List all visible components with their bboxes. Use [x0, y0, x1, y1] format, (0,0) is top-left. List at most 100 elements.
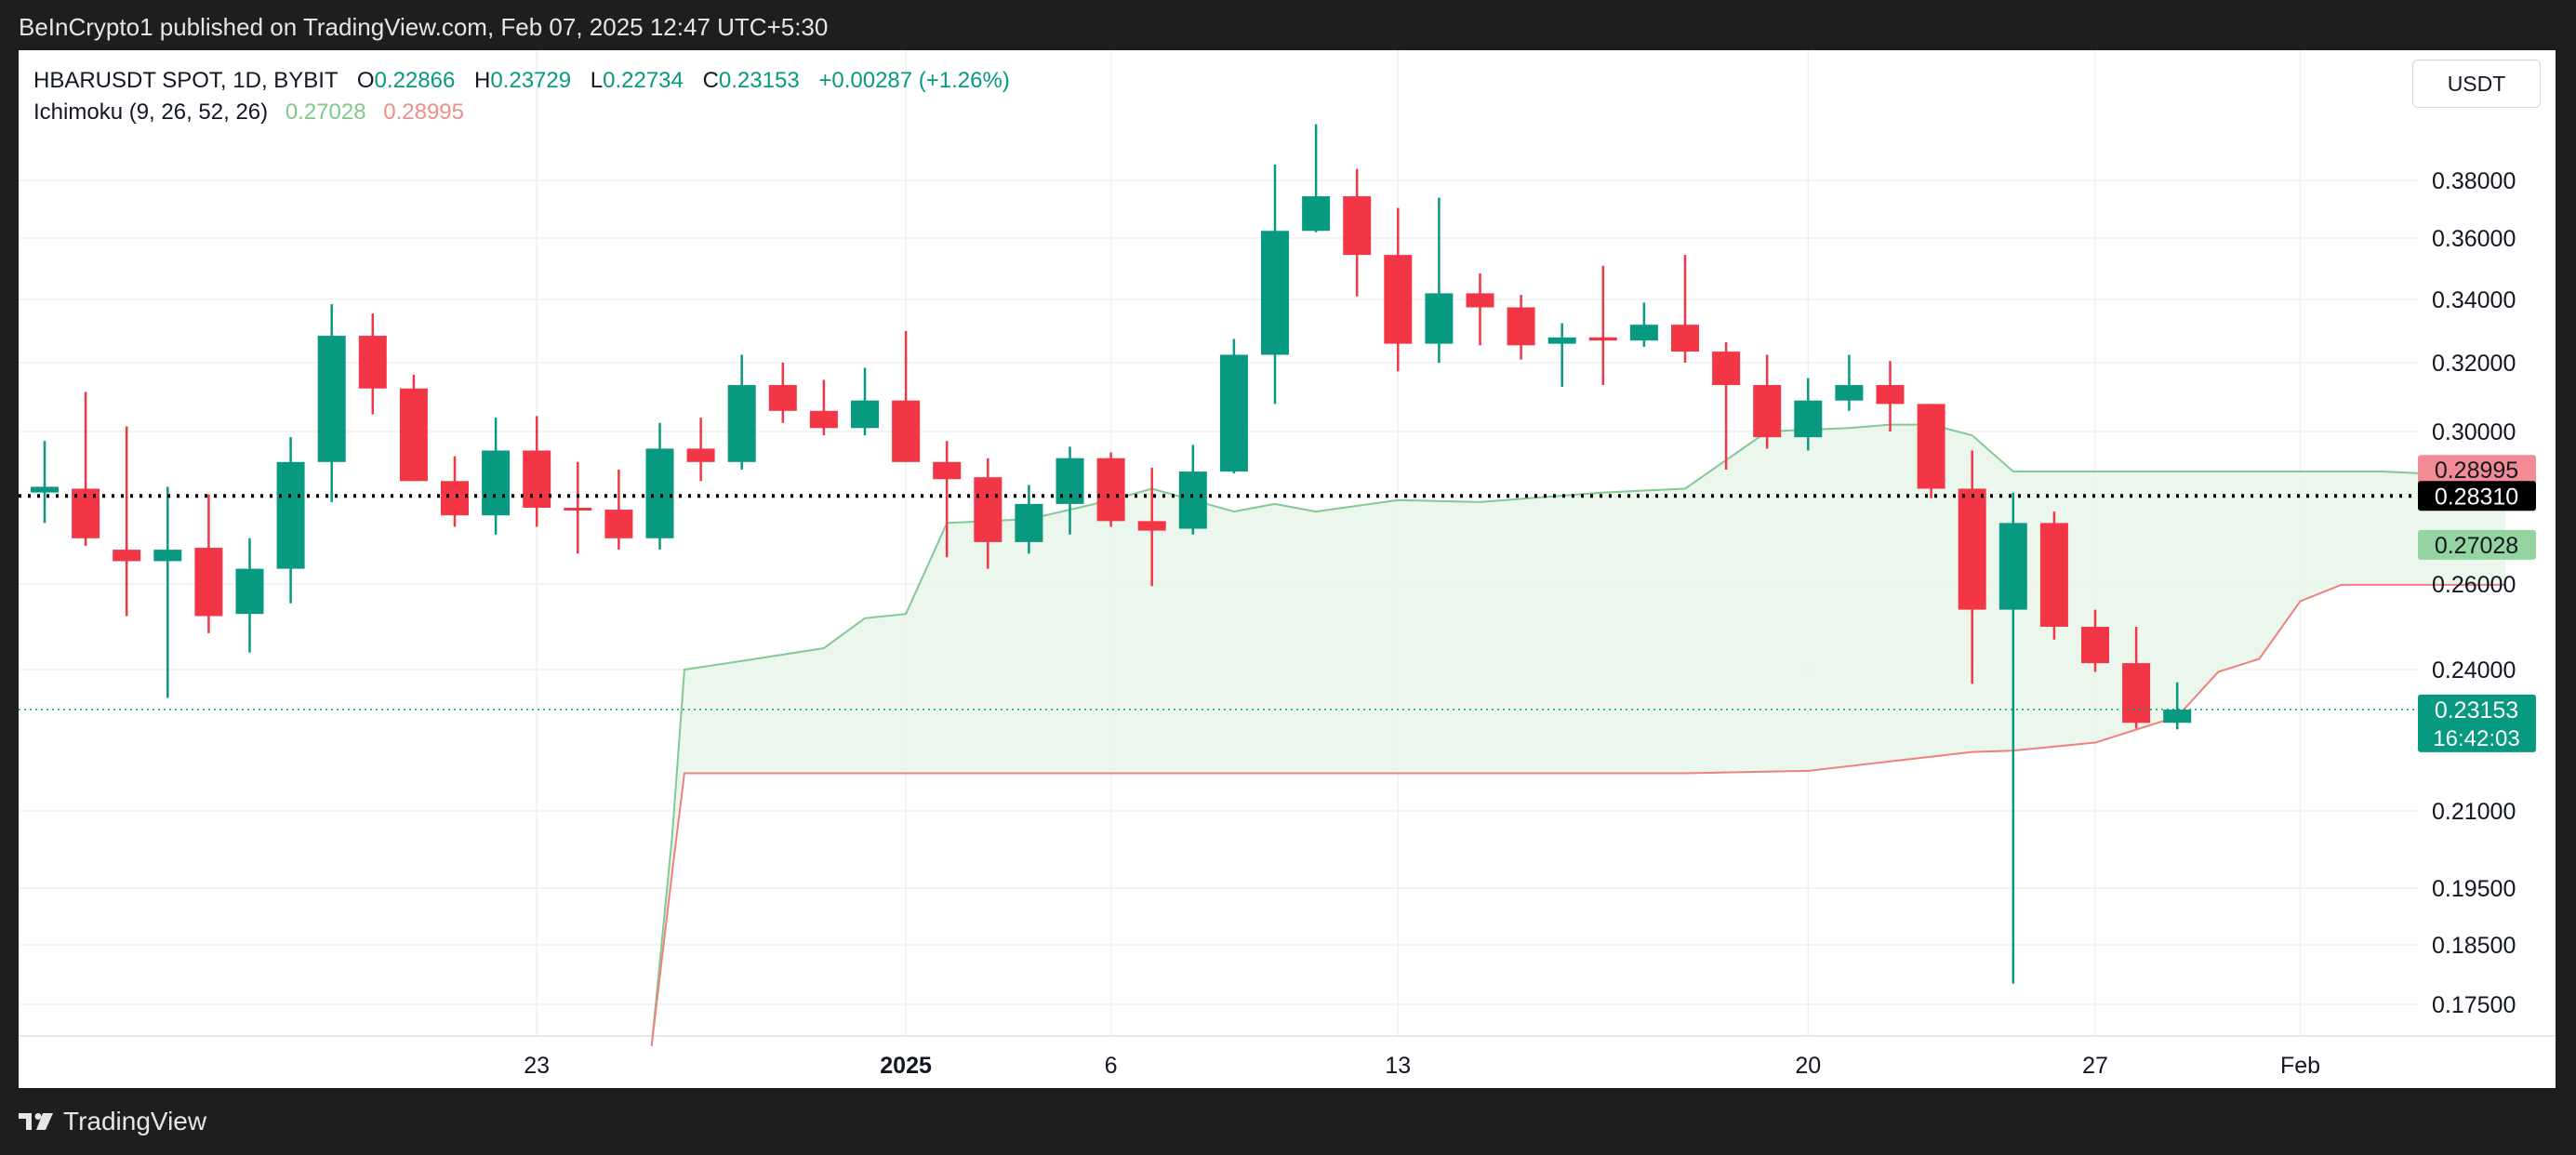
candle-body [809, 410, 838, 429]
candle-body [1384, 255, 1413, 344]
candle [1629, 302, 1658, 347]
candle-body [1547, 337, 1576, 344]
candle [1712, 341, 1741, 470]
indicator-label[interactable]: Ichimoku (9, 26, 52, 26) [33, 100, 269, 125]
y-tick-label: 0.24000 [2432, 657, 2516, 684]
price-badge [2418, 694, 2536, 752]
candle-body [1958, 488, 1986, 610]
candle-body [1671, 325, 1699, 352]
open-key: O [356, 68, 375, 93]
candle [399, 374, 428, 482]
candle-body [2081, 627, 2109, 664]
high-key: H [473, 68, 491, 93]
candle-body [1178, 471, 1207, 529]
candle-body [235, 568, 264, 615]
candle [482, 418, 511, 535]
chart-frame[interactable]: 0.38000 0.36000 0.34000 0.32000 0.30000 0.260… [19, 50, 2556, 1088]
price-badge [2418, 455, 2536, 485]
candle-body [1753, 385, 1782, 438]
y-tick-label: 0.36000 [2432, 226, 2516, 252]
span-b-value: 0.28995 [383, 100, 465, 125]
candle [1588, 265, 1617, 386]
price-chart[interactable]: 0.38000 0.36000 0.34000 0.32000 0.30000 0.260… [19, 50, 2556, 1088]
candle [235, 538, 264, 653]
candle [1507, 295, 1535, 360]
published-text: BeInCrypto1 published on TradingView.com… [19, 13, 829, 41]
candle [2081, 609, 2109, 672]
candle [1384, 207, 1413, 372]
candle-body [564, 508, 592, 511]
candle-body [1302, 196, 1331, 232]
x-tick-label: 23 [524, 1053, 550, 1079]
y-tick-label: 0.21000 [2432, 799, 2516, 825]
indicator-row: Ichimoku (9, 26, 52, 26) 0.27028 0.28995 [33, 97, 1010, 128]
candle [1917, 404, 1945, 498]
brand-name[interactable]: TradingView [63, 1107, 207, 1135]
candle [1096, 452, 1125, 527]
high-value: 0.23729 [490, 68, 572, 93]
candle [1137, 467, 1166, 587]
candle-body [933, 461, 962, 480]
candle-body [892, 400, 921, 462]
low-key: L [590, 68, 604, 93]
close-key: C [702, 68, 719, 93]
candle-body [1794, 400, 1823, 438]
candle [1958, 450, 1986, 684]
candle [113, 426, 141, 617]
price-badge-label: 0.23153 [2435, 697, 2518, 724]
candle-body [2039, 523, 2068, 627]
candle [1425, 197, 1454, 363]
y-tick-label: 0.32000 [2432, 351, 2516, 377]
candle [194, 494, 223, 633]
candle [1998, 492, 2027, 984]
candle-body [1712, 352, 1741, 386]
y-tick-label: 0.34000 [2432, 287, 2516, 313]
candle-body [2122, 663, 2151, 724]
candle-body [1629, 325, 1658, 341]
candle [933, 441, 962, 558]
candle-body [113, 550, 141, 562]
candle-body [1998, 523, 2027, 610]
candle-body [1261, 231, 1289, 355]
candle [31, 441, 59, 524]
y-tick-label: 0.17500 [2432, 992, 2516, 1018]
y-tick-label: 0.26000 [2432, 572, 2516, 598]
candle [974, 458, 1003, 569]
candle [809, 379, 838, 436]
x-tick-label: 2025 [880, 1053, 932, 1079]
candle [1466, 272, 1494, 346]
candle [441, 456, 469, 527]
y-tick-label: 0.30000 [2432, 419, 2516, 445]
price-badge-label: 0.28995 [2435, 458, 2518, 484]
price-badge-label: 0.27028 [2435, 533, 2518, 559]
candle-body [1096, 458, 1125, 522]
candle [892, 331, 921, 462]
tradingview-logo-icon[interactable] [19, 1111, 54, 1132]
currency-button[interactable]: USDT [2412, 60, 2541, 108]
x-tick-label: Feb [2280, 1053, 2320, 1079]
candle-body [1425, 293, 1454, 344]
x-tick-label: 6 [1105, 1053, 1118, 1079]
ichimoku-span-a [650, 423, 2506, 1046]
chart-legend: HBARUSDT SPOT, 1D, BYBIT O0.22866 H0.237… [33, 65, 1010, 128]
candle [727, 354, 756, 470]
footer: TradingView [19, 1088, 2556, 1155]
ohlc-row: HBARUSDT SPOT, 1D, BYBIT O0.22866 H0.237… [33, 65, 1010, 97]
y-tick-label: 0.19500 [2432, 876, 2516, 902]
span-a-value: 0.27028 [285, 100, 366, 125]
candle [358, 313, 387, 415]
symbol-label[interactable]: HBARUSDT SPOT, 1D, BYBIT [33, 68, 339, 93]
candle [1261, 164, 1289, 405]
candle [1178, 445, 1207, 535]
candle [1753, 354, 1782, 449]
change-value: +0.00287 (+1.26%) [818, 68, 1010, 93]
candle-body [727, 385, 756, 462]
candle-body [1588, 337, 1617, 341]
candle [1876, 361, 1905, 431]
candle [645, 422, 674, 551]
candle-body [482, 450, 511, 516]
candle-body [523, 450, 551, 508]
candle-body [1835, 385, 1864, 401]
close-value: 0.23153 [718, 68, 800, 93]
x-tick-label: 27 [2082, 1053, 2108, 1079]
